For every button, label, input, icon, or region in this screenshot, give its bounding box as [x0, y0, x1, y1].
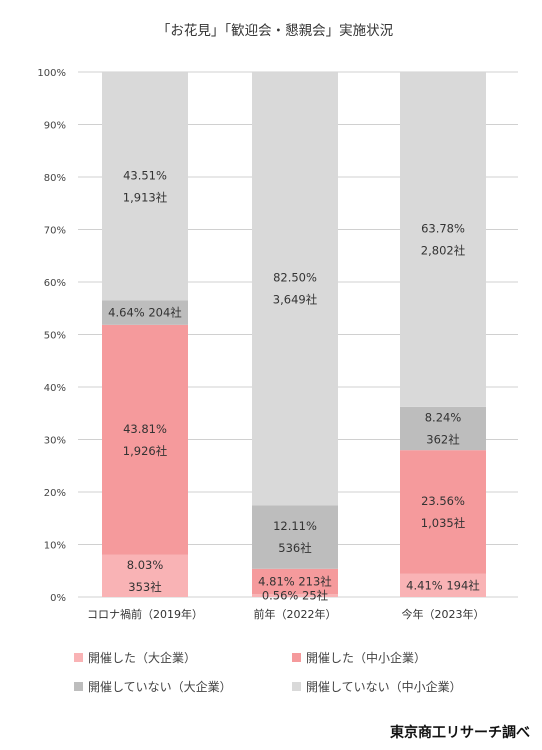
y-tick-label: 50% [44, 331, 66, 342]
bar-segment [102, 300, 188, 325]
legend-label: 開催していない（大企業） [88, 679, 232, 694]
data-label: 12.11% [273, 519, 317, 533]
legend-label: 開催した（中小企業） [306, 650, 426, 665]
bar-segment [400, 406, 486, 451]
legend-swatch [74, 653, 83, 662]
bar-segment [102, 72, 188, 301]
y-axis-ticks: 0% 10% 20% 30% 40% 50% 60% 70% 80% 90% 100% [37, 68, 66, 604]
data-label: 0.56% 25社 [262, 589, 329, 603]
data-label: 43.51% [123, 168, 167, 182]
legend-label: 開催した（大企業） [88, 650, 196, 665]
data-label: 23.56% [421, 494, 465, 508]
bars [102, 72, 486, 597]
bar-segment [252, 568, 338, 595]
bar-segment [400, 450, 486, 574]
y-tick-label: 80% [44, 173, 66, 184]
data-label: 43.81% [123, 422, 167, 436]
bar-segment [252, 72, 338, 506]
y-tick-label: 20% [44, 488, 66, 499]
bar-segment [400, 573, 486, 597]
data-label: 353社 [128, 580, 162, 594]
data-label: 362社 [426, 433, 460, 447]
y-tick-label: 90% [44, 121, 66, 132]
y-tick-label: 10% [44, 541, 66, 552]
data-label: 536社 [278, 541, 312, 555]
y-tick-label: 70% [44, 226, 66, 237]
x-category-label: 前年（2022年） [254, 607, 337, 621]
y-tick-label: 30% [44, 436, 66, 447]
legend-label: 開催していない（中小企業） [306, 679, 462, 694]
y-tick-label: 60% [44, 278, 66, 289]
chart-title: 「お花見」「歓迎会・懇親会」実施状況 [157, 23, 394, 39]
x-axis-categories: コロナ禍前（2019年） 前年（2022年） 今年（2023年） [87, 607, 485, 621]
source-note: 東京商工リサーチ調べ [390, 724, 530, 741]
bar-segment [252, 594, 338, 597]
x-category-label: 今年（2023年） [402, 607, 485, 621]
data-label: 8.03% [127, 558, 164, 572]
y-tick-label: 40% [44, 383, 66, 394]
data-label: 3,649社 [273, 293, 318, 307]
bar-segment [102, 324, 188, 555]
legend-swatch [74, 682, 83, 691]
data-label: 4.64% 204社 [108, 306, 182, 320]
data-label: 8.24% [425, 411, 462, 425]
bar-segment [102, 554, 188, 597]
data-label: 4.81% 213社 [258, 574, 332, 588]
data-label: 1,035社 [421, 516, 466, 530]
bar-labels: 8.03% 353社 43.81% 1,926社 4.64% 204社 43.51% 1,9… [108, 168, 480, 602]
data-label: 1,926社 [123, 444, 168, 458]
x-category-label: コロナ禍前（2019年） [87, 607, 203, 621]
bar-segment [252, 505, 338, 569]
bar-segment [400, 72, 486, 407]
y-tick-label: 0% [50, 593, 66, 604]
legend-swatch [292, 653, 301, 662]
legend: 開催した（大企業） 開催した（中小企業） 開催していない（大企業） 開催していない（中… [74, 650, 462, 694]
data-label: 4.41% 194社 [406, 578, 480, 592]
data-label: 63.78% [421, 221, 465, 235]
data-label: 82.50% [273, 271, 317, 285]
y-tick-label: 100% [37, 68, 66, 79]
legend-swatch [292, 682, 301, 691]
data-label: 2,802社 [421, 243, 466, 257]
data-label: 1,913社 [123, 190, 168, 204]
